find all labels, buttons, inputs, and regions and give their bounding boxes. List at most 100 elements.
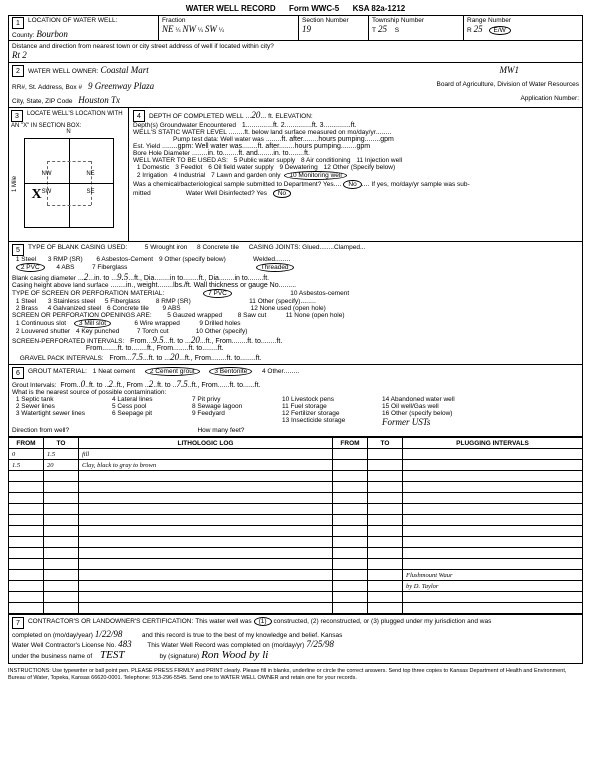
st1: 20 — [191, 335, 200, 345]
s4: 4 Galvanized steel — [48, 305, 101, 312]
s7t7: under the business name of — [12, 653, 92, 660]
src-other: Former USTs — [382, 417, 430, 427]
instructions: INSTRUCTIONS: Use typewriter or ball poi… — [8, 668, 583, 681]
section-box: NW NE SW SE X — [24, 138, 114, 228]
table-cell — [333, 592, 368, 603]
lithologic-table: FROM TO LITHOLOGIC LOG FROM TO PLUGGING … — [8, 437, 583, 614]
use-6: 6 Oil field water supply — [208, 164, 273, 171]
table-cell: by D. Taylor — [403, 581, 583, 592]
table-cell — [9, 559, 44, 570]
county-label: County: — [12, 32, 34, 39]
table-row: Flushmount Waur — [9, 570, 583, 581]
g3: 3 Bentonite — [209, 367, 252, 376]
table-row — [9, 603, 583, 614]
table-cell — [9, 581, 44, 592]
township-label: Township Number — [372, 17, 424, 24]
dir-n: N — [11, 129, 126, 135]
use-7: 7 Lawn and garden only — [211, 172, 280, 179]
o1: 1 Continuous slot — [16, 320, 66, 327]
sec7-label: CONTRACTOR'S OR LANDOWNER'S CERTIFICATIO… — [28, 618, 193, 625]
use-1: 1 Domestic — [137, 164, 170, 171]
range-label: Range Number — [467, 17, 511, 24]
table-cell — [79, 515, 333, 526]
sf1: 9.5 — [152, 335, 163, 345]
table-cell — [9, 548, 44, 559]
o10: 10 Other (specify) — [196, 328, 248, 335]
table-cell — [333, 559, 368, 570]
section-2: 2 WATER WELL OWNER: Coastal Mart MW1 RR#… — [8, 63, 583, 108]
s2: 2 Brass — [16, 305, 38, 312]
table-row — [9, 548, 583, 559]
s7t1: This water well was — [195, 618, 251, 625]
s10: 10 Asbestos-cement — [290, 290, 349, 297]
s12: 12 None used (open hole) — [251, 305, 326, 312]
o9: 9 Drilled holes — [199, 320, 240, 327]
mile-w: 1 Mile — [12, 176, 18, 192]
gt1: 20 — [170, 352, 179, 362]
table-cell — [403, 603, 583, 614]
table-row — [9, 559, 583, 570]
s7: 7 PVC — [203, 289, 232, 298]
table-row — [9, 482, 583, 493]
s7t6: This Water Well Record was completed on … — [147, 642, 304, 649]
c2: 2 PVC — [16, 263, 45, 272]
form-header: WATER WELL RECORD Form WWC-5 KSA 82a-121… — [8, 4, 583, 13]
table-cell — [368, 570, 403, 581]
table-row: 01.5fill — [9, 449, 583, 460]
lbl-se: SE — [86, 189, 94, 195]
o5: 5 Gauzed wrapped — [167, 312, 222, 319]
welded: Welded — [253, 256, 275, 263]
s1: 1 Steel — [16, 298, 36, 305]
sample-if: If yes, mo/day/yr sample was sub- — [371, 181, 469, 188]
range-r: R — [467, 27, 472, 34]
table-cell — [368, 559, 403, 570]
table-cell: 1.5 — [9, 460, 44, 471]
city-label: City, State, ZIP Code — [12, 98, 72, 105]
use-4: 4 Industrial — [173, 172, 205, 179]
src9: 9 Feedyard — [192, 410, 225, 417]
table-cell — [44, 471, 79, 482]
s6: 6 Concrete tile — [107, 305, 149, 312]
table-cell — [333, 548, 368, 559]
table-row — [9, 493, 583, 504]
table-cell — [9, 493, 44, 504]
frac3: SW — [205, 24, 217, 34]
table-cell — [368, 460, 403, 471]
howmany: How many feet? — [197, 427, 244, 434]
src15: 15 Oil well/Gas well — [382, 403, 439, 410]
src1: 1 Septic tank — [16, 396, 54, 403]
table-cell — [44, 581, 79, 592]
section-3-4: 3 LOCATE WELL'S LOCATION WITH AN "X" IN … — [8, 108, 583, 242]
static-suffix: ft. below land surface measured on mo/da… — [244, 129, 376, 136]
table-cell — [79, 482, 333, 493]
table-cell — [403, 482, 583, 493]
th-from1: FROM — [9, 438, 44, 449]
sig-label: by (signature) — [159, 653, 199, 660]
gravel-int: GRAVEL PACK INTERVALS: — [20, 355, 104, 362]
direction: Direction from well? — [12, 427, 69, 434]
table-cell — [9, 592, 44, 603]
table-cell — [368, 493, 403, 504]
table-cell — [333, 482, 368, 493]
table-row — [9, 592, 583, 603]
s7t3: completed on (mo/day/year) — [12, 632, 93, 639]
o11: 11 None (open hole) — [286, 312, 345, 319]
table-cell — [9, 537, 44, 548]
depth-suffix: ft. ELEVATION: — [268, 113, 313, 120]
sec3-num: 3 — [11, 110, 23, 122]
use-10: 10 Monitoring well — [284, 171, 346, 180]
c1: 1 Steel — [16, 256, 36, 263]
section-1: 1 LOCATION OF WATER WELL: County: Bourbo… — [8, 15, 583, 63]
sec1-num: 1 — [12, 17, 24, 29]
table-cell — [44, 570, 79, 581]
src13: 13 Insecticide storage — [282, 417, 345, 424]
o8: 8 Saw cut — [238, 312, 267, 319]
src5: 5 Cess pool — [112, 403, 146, 410]
table-row — [9, 515, 583, 526]
th-from2: FROM — [333, 438, 368, 449]
bus: TEST — [100, 649, 124, 661]
pump-test: Pump test data: Well water was — [173, 136, 264, 143]
sec4-label: DEPTH OF COMPLETED WELL — [149, 113, 244, 120]
height-label: Casing height above land surface — [12, 282, 108, 289]
src7: 7 Pit privy — [192, 396, 221, 403]
